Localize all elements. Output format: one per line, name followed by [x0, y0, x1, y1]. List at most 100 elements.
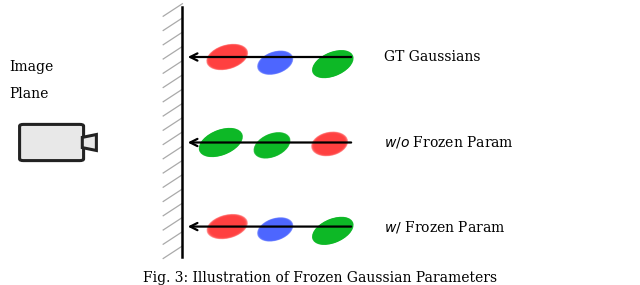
Ellipse shape	[315, 52, 351, 76]
Ellipse shape	[323, 139, 337, 148]
Ellipse shape	[217, 220, 237, 233]
Ellipse shape	[314, 218, 351, 243]
Ellipse shape	[259, 52, 291, 74]
Ellipse shape	[269, 58, 282, 67]
Ellipse shape	[260, 219, 291, 240]
Ellipse shape	[223, 54, 232, 60]
Ellipse shape	[267, 142, 277, 149]
Ellipse shape	[216, 220, 239, 233]
Ellipse shape	[215, 219, 239, 234]
Ellipse shape	[268, 143, 276, 148]
Ellipse shape	[318, 221, 348, 241]
Ellipse shape	[269, 59, 281, 67]
Ellipse shape	[207, 215, 247, 239]
Ellipse shape	[316, 52, 350, 76]
Text: $\mathit{w/}$ Frozen Param: $\mathit{w/}$ Frozen Param	[384, 219, 506, 235]
Ellipse shape	[329, 228, 337, 233]
Ellipse shape	[264, 55, 287, 70]
Ellipse shape	[207, 133, 235, 152]
Ellipse shape	[321, 56, 344, 72]
Ellipse shape	[319, 137, 340, 151]
Ellipse shape	[199, 128, 243, 157]
Ellipse shape	[319, 137, 340, 151]
Ellipse shape	[268, 58, 282, 67]
Ellipse shape	[317, 54, 348, 74]
Ellipse shape	[257, 217, 293, 241]
Ellipse shape	[327, 227, 339, 235]
Ellipse shape	[266, 223, 285, 236]
Ellipse shape	[328, 227, 338, 234]
Ellipse shape	[265, 56, 285, 69]
Ellipse shape	[257, 135, 287, 156]
Ellipse shape	[200, 129, 241, 156]
Ellipse shape	[323, 225, 342, 237]
Ellipse shape	[203, 131, 239, 154]
Ellipse shape	[262, 221, 288, 238]
Ellipse shape	[201, 129, 241, 156]
Ellipse shape	[214, 49, 240, 65]
Ellipse shape	[257, 50, 293, 75]
Ellipse shape	[255, 133, 289, 158]
Ellipse shape	[312, 132, 347, 156]
Ellipse shape	[331, 229, 335, 232]
Ellipse shape	[212, 137, 229, 148]
Ellipse shape	[312, 217, 353, 245]
Ellipse shape	[218, 221, 237, 233]
Ellipse shape	[215, 219, 239, 234]
Ellipse shape	[261, 138, 283, 153]
Ellipse shape	[324, 141, 335, 147]
Ellipse shape	[209, 135, 233, 150]
Text: Fig. 3: Illustration of Frozen Gaussian Parameters: Fig. 3: Illustration of Frozen Gaussian …	[143, 271, 497, 285]
Ellipse shape	[213, 48, 241, 66]
Ellipse shape	[268, 225, 282, 234]
Ellipse shape	[262, 139, 282, 152]
Ellipse shape	[213, 137, 228, 148]
Ellipse shape	[215, 139, 227, 146]
Ellipse shape	[207, 134, 234, 151]
Ellipse shape	[266, 141, 278, 149]
Ellipse shape	[328, 61, 337, 67]
Ellipse shape	[325, 141, 334, 147]
Ellipse shape	[204, 131, 238, 154]
Ellipse shape	[210, 135, 232, 150]
Ellipse shape	[268, 225, 282, 234]
Ellipse shape	[323, 140, 336, 148]
Ellipse shape	[265, 56, 285, 70]
Ellipse shape	[323, 224, 342, 237]
Ellipse shape	[316, 135, 343, 153]
Ellipse shape	[263, 221, 287, 238]
Ellipse shape	[322, 139, 337, 149]
Ellipse shape	[217, 140, 225, 145]
Ellipse shape	[206, 133, 236, 152]
Ellipse shape	[216, 140, 225, 145]
Ellipse shape	[269, 143, 275, 147]
Ellipse shape	[319, 55, 347, 74]
Ellipse shape	[314, 133, 346, 155]
Ellipse shape	[312, 132, 348, 156]
FancyBboxPatch shape	[20, 124, 84, 161]
Ellipse shape	[207, 44, 247, 70]
Ellipse shape	[208, 215, 246, 238]
Ellipse shape	[326, 59, 340, 69]
Ellipse shape	[271, 227, 279, 232]
Ellipse shape	[265, 222, 285, 237]
Ellipse shape	[271, 226, 280, 233]
Ellipse shape	[322, 223, 344, 238]
Ellipse shape	[312, 50, 353, 78]
Ellipse shape	[262, 138, 282, 152]
Ellipse shape	[211, 217, 243, 236]
Ellipse shape	[329, 228, 337, 234]
Ellipse shape	[311, 132, 348, 156]
Ellipse shape	[326, 226, 340, 236]
Ellipse shape	[220, 52, 234, 62]
Ellipse shape	[320, 55, 346, 73]
Ellipse shape	[218, 51, 236, 63]
Ellipse shape	[263, 54, 287, 71]
Ellipse shape	[263, 139, 281, 152]
Ellipse shape	[257, 217, 293, 242]
Ellipse shape	[258, 218, 292, 241]
Ellipse shape	[215, 139, 227, 146]
Ellipse shape	[260, 220, 290, 239]
Ellipse shape	[214, 49, 240, 65]
Ellipse shape	[200, 129, 242, 156]
